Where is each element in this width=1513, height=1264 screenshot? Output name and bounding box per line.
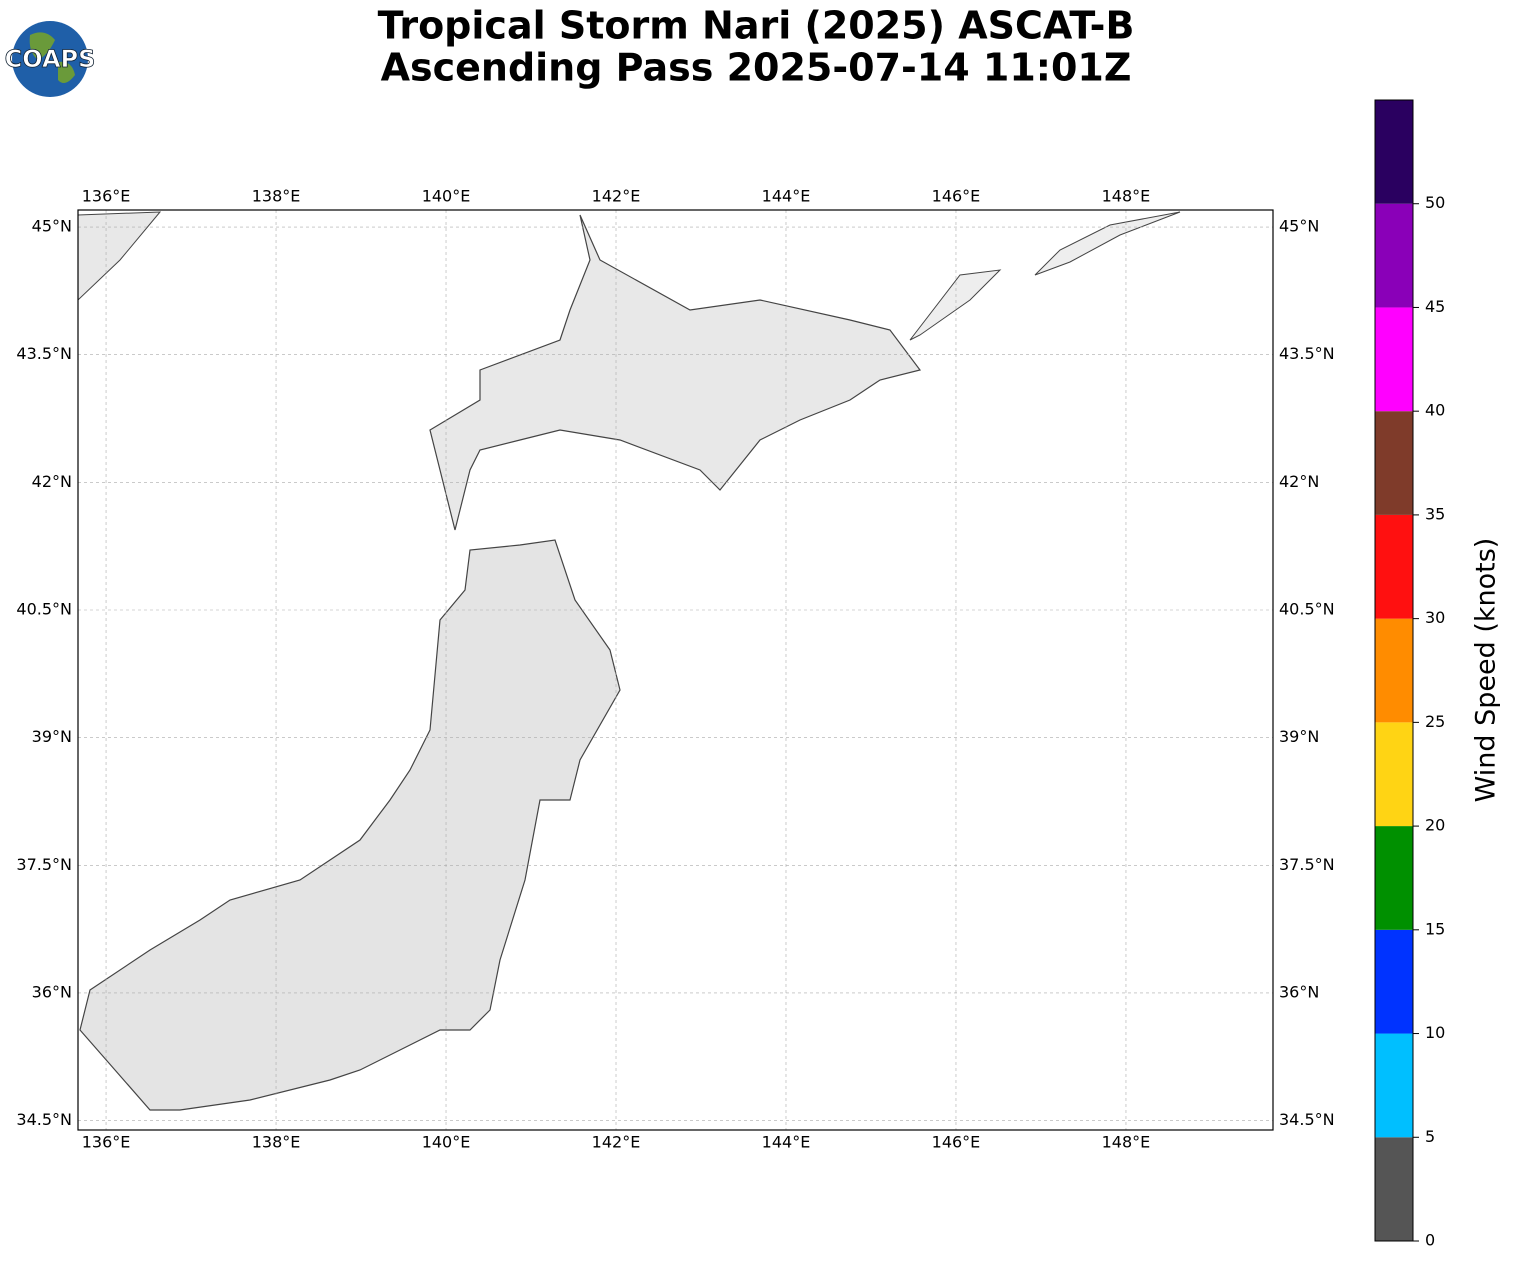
y-tick-label: 45°N xyxy=(1279,217,1319,236)
colorbar-tick-label: 35 xyxy=(1425,504,1445,523)
map-frame xyxy=(77,209,1274,1131)
chart-title: Tropical Storm Nari (2025) ASCAT-B xyxy=(378,4,1135,48)
colorbar: 0 5 10 15 20 25 30 35 40 45 50 Wind Speed (knots) xyxy=(1374,99,1502,1250)
y-tick-label: 39°N xyxy=(1279,727,1319,746)
colorbar-segment xyxy=(1375,100,1413,204)
x-tick-label: 140°E xyxy=(422,1133,471,1152)
colorbar-tick-label: 40 xyxy=(1425,401,1445,420)
y-tick-label: 37.5°N xyxy=(1279,855,1335,874)
colorbar-tick-label: 25 xyxy=(1425,712,1445,731)
y-tick-label: 34.5°N xyxy=(1279,1110,1335,1129)
x-tick-label: 146°E xyxy=(932,187,981,206)
colorbar-label: Wind Speed (knots) xyxy=(1471,538,1502,803)
x-tick-label: 148°E xyxy=(1102,1133,1151,1152)
y-tick-label: 42°N xyxy=(32,472,72,491)
x-tick-label: 138°E xyxy=(252,1133,301,1152)
colorbar-tick-label: 50 xyxy=(1425,193,1445,212)
x-tick-label: 136°E xyxy=(82,187,131,206)
logo-land xyxy=(29,32,75,84)
y-tick-label: 42°N xyxy=(1279,472,1319,491)
x-tick-label: 144°E xyxy=(762,187,811,206)
colorbar-tick-label: 5 xyxy=(1425,1127,1435,1146)
y-tick-label: 45°N xyxy=(32,217,72,236)
colorbar-segment xyxy=(1375,307,1413,412)
land-kurils xyxy=(1034,211,1181,276)
chart-subtitle: Ascending Pass 2025-07-14 11:01Z xyxy=(381,46,1132,90)
colorbar-segment xyxy=(1375,618,1413,723)
x-tick-label: 142°E xyxy=(592,1133,641,1152)
land-honshu xyxy=(79,539,621,1111)
colorbar-segment xyxy=(1375,826,1413,930)
map xyxy=(77,209,1274,1131)
colorbar-tick-label: 45 xyxy=(1425,297,1445,316)
colorbar-tick-label: 20 xyxy=(1425,816,1445,835)
colorbar-frame xyxy=(1374,99,1414,1242)
land-kurils xyxy=(909,269,1002,341)
colorbar-segment xyxy=(1375,411,1413,515)
colorbar-segment xyxy=(1375,203,1413,308)
logo-text: COAPS xyxy=(5,45,96,73)
y-tick-label: 37.5°N xyxy=(16,855,72,874)
logo: COAPS xyxy=(4,21,96,97)
land-hokkaido xyxy=(429,214,922,531)
y-tick-label: 40.5°N xyxy=(1279,600,1335,619)
y-tick-label: 39°N xyxy=(32,727,72,746)
x-tick-label: 136°E xyxy=(82,1133,131,1152)
colorbar-segment xyxy=(1375,722,1413,827)
colorbar-tick-label: 15 xyxy=(1425,919,1445,938)
y-tick-label: 43.5°N xyxy=(1279,344,1335,363)
colorbar-tick-label: 0 xyxy=(1425,1231,1435,1250)
y-tick-label: 34.5°N xyxy=(16,1110,72,1129)
x-tick-label: 144°E xyxy=(762,1133,811,1152)
colorbar-tick-label: 10 xyxy=(1425,1023,1445,1042)
y-tick-label: 36°N xyxy=(1279,982,1319,1001)
x-tick-label: 146°E xyxy=(932,1133,981,1152)
y-tick-label: 40.5°N xyxy=(16,600,72,619)
x-tick-label: 140°E xyxy=(422,187,471,206)
x-tick-label: 138°E xyxy=(252,187,301,206)
y-tick-label: 43.5°N xyxy=(16,344,72,363)
colorbar-segment xyxy=(1375,1137,1413,1241)
y-tick-label: 36°N xyxy=(32,982,72,1001)
x-tick-label: 142°E xyxy=(592,187,641,206)
colorbar-tick-label: 30 xyxy=(1425,608,1445,627)
colorbar-segment xyxy=(1375,1033,1413,1138)
colorbar-segment xyxy=(1375,514,1413,619)
x-tick-label: 148°E xyxy=(1102,187,1151,206)
colorbar-segment xyxy=(1375,929,1413,1034)
